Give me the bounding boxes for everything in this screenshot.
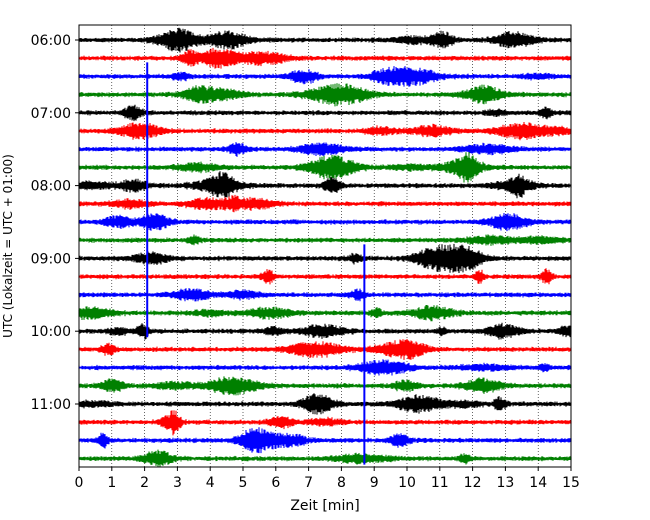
x-tick-label-10: 10 bbox=[398, 475, 416, 491]
y-axis-ticks: 06:00 07:00 08:00 09:00 10:00 11:00 bbox=[31, 33, 79, 413]
x-tick-label-9: 9 bbox=[370, 475, 379, 491]
x-tick-label-1: 1 bbox=[107, 475, 116, 491]
x-tick-label-0: 0 bbox=[75, 475, 84, 491]
x-axis-label: Zeit [min] bbox=[290, 498, 359, 514]
y-tick-label-5: 11:00 bbox=[31, 397, 71, 413]
x-tick-label-12: 12 bbox=[464, 475, 482, 491]
x-tick-label-5: 5 bbox=[239, 475, 248, 491]
x-axis-ticks: 0 1 2 3 4 5 6 7 8 9 10 11 12 13 14 15 bbox=[75, 467, 580, 491]
x-tick-label-11: 11 bbox=[431, 475, 449, 491]
x-tick-label-14: 14 bbox=[529, 475, 547, 491]
x-tick-label-2: 2 bbox=[140, 475, 149, 491]
x-tick-label-13: 13 bbox=[496, 475, 514, 491]
y-axis-label: UTC (Lokalzeit = UTC + 01:00) bbox=[1, 154, 15, 338]
x-tick-label-15: 15 bbox=[562, 475, 580, 491]
y-tick-label-2: 08:00 bbox=[31, 179, 71, 195]
x-tick-label-7: 7 bbox=[304, 475, 313, 491]
y-tick-label-1: 07:00 bbox=[31, 106, 71, 122]
y-tick-label-0: 06:00 bbox=[31, 33, 71, 49]
x-tick-label-8: 8 bbox=[337, 475, 346, 491]
plot-frame bbox=[78, 24, 572, 468]
y-tick-label-4: 10:00 bbox=[31, 324, 71, 340]
x-tick-label-3: 3 bbox=[173, 475, 182, 491]
x-tick-label-4: 4 bbox=[206, 475, 215, 491]
event-spikes bbox=[146, 62, 366, 465]
y-tick-label-3: 09:00 bbox=[31, 251, 71, 267]
x-tick-label-6: 6 bbox=[271, 475, 280, 491]
